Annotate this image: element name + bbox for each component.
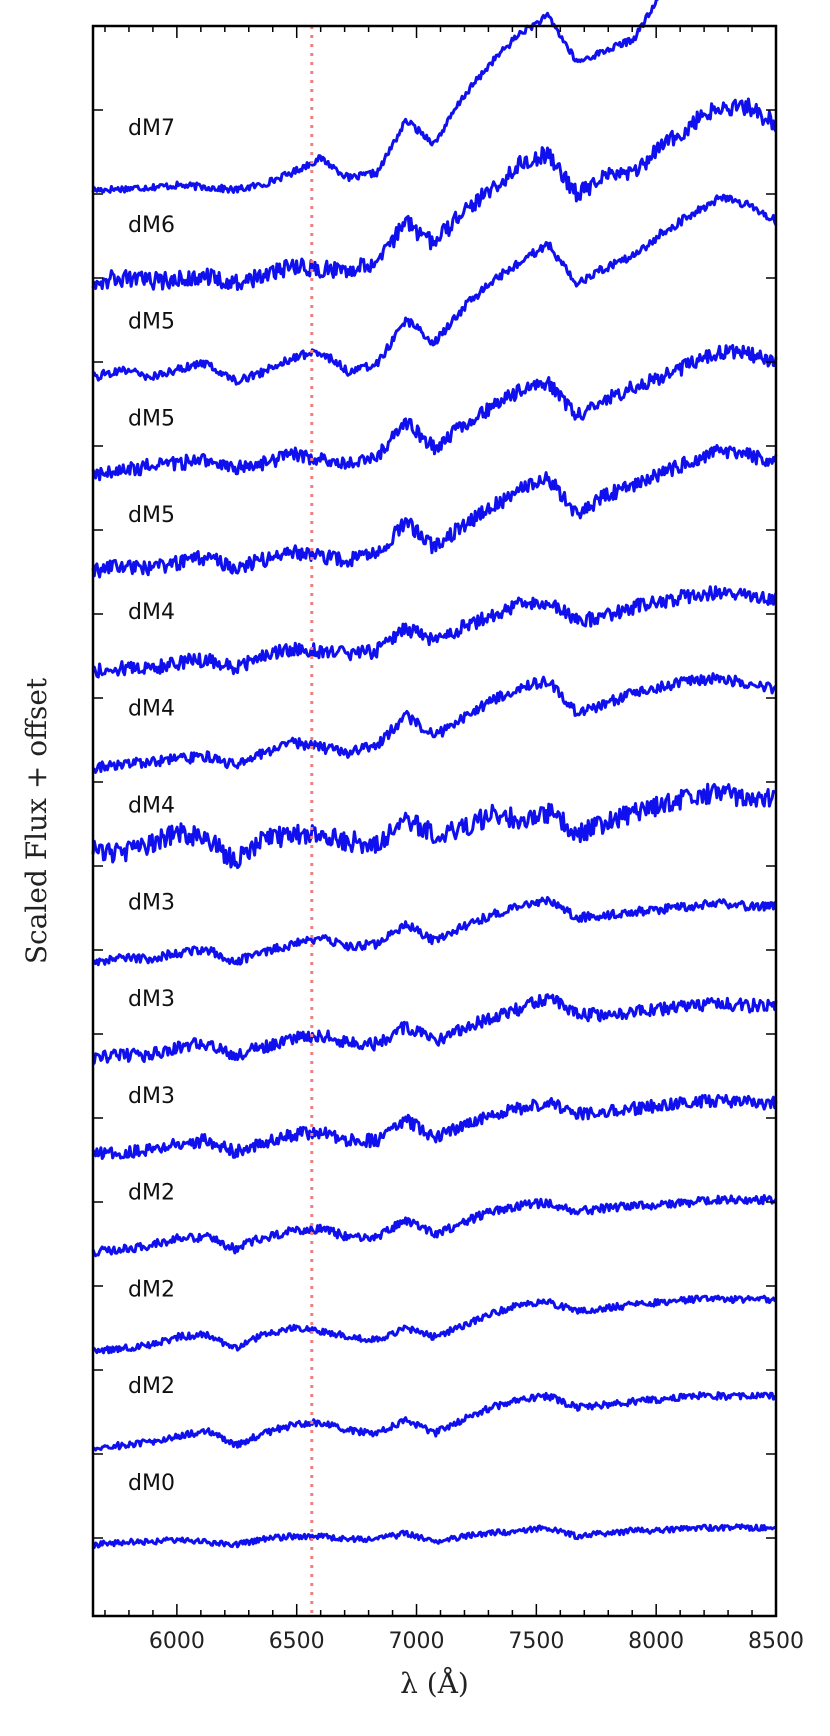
spectral-type-label: dM2 xyxy=(128,1277,175,1302)
spectral-type-label: dM0 xyxy=(128,1471,175,1496)
spectral-type-label: dM5 xyxy=(128,310,175,335)
spectral-type-label: dM4 xyxy=(128,600,175,625)
spectrum-dM6-1 xyxy=(91,97,778,291)
spectrum-dM5-2 xyxy=(92,193,778,386)
x-tick-label: 6500 xyxy=(269,1629,325,1654)
spectra-curves xyxy=(91,0,778,1549)
spectrum-dM2-12 xyxy=(91,1294,778,1355)
axis-ticks xyxy=(93,26,777,1616)
spectrum-dM2-13 xyxy=(92,1391,777,1452)
x-tick-labels: 6000 6500 7000 7500 8000 8500 xyxy=(149,1629,804,1654)
spectrum-dM5-3 xyxy=(91,344,778,482)
y-axis-label: Scaled Flux + offset xyxy=(20,677,53,964)
x-axis-label: λ (Å) xyxy=(400,1667,469,1700)
spectral-type-label: dM4 xyxy=(128,697,175,722)
x-tick-label: 8000 xyxy=(628,1629,684,1654)
spectral-type-label: dM2 xyxy=(128,1181,175,1206)
spectral-type-label: dM5 xyxy=(128,503,175,528)
x-tick-label: 8500 xyxy=(748,1629,804,1654)
spectrum-dM3-8 xyxy=(91,896,778,967)
spectrum-dM3-10 xyxy=(91,1093,778,1160)
x-tick-label: 7500 xyxy=(508,1629,564,1654)
spectrum-dM4-6 xyxy=(92,672,778,774)
spectrum-dM2-11 xyxy=(91,1194,778,1258)
spectral-type-label: dM5 xyxy=(128,406,175,431)
spectral-type-label: dM4 xyxy=(128,794,175,819)
spectral-type-label: dM7 xyxy=(128,116,175,141)
spectral-type-label: dM3 xyxy=(128,1084,175,1109)
plot-frame xyxy=(91,24,778,1618)
spectral-type-label: dM6 xyxy=(128,213,175,238)
spectral-type-labels: dM7 dM6 dM5 dM5 dM5 dM4 dM4 dM4 dM3 dM3 dM3 dM2 dM2 d… xyxy=(128,116,175,1496)
spectral-type-label: dM2 xyxy=(128,1374,175,1399)
spectrum-dM7-0 xyxy=(91,0,660,194)
spectral-type-label: dM3 xyxy=(128,890,175,915)
x-tick-label: 7000 xyxy=(389,1629,445,1654)
spectrum-dM4-5 xyxy=(91,585,778,679)
spectrum-dM4-7 xyxy=(91,782,777,870)
spectral-type-label: dM3 xyxy=(128,987,175,1012)
spectrum-dM5-4 xyxy=(91,444,778,579)
spectrum-dM3-9 xyxy=(91,993,778,1066)
spectrum-dM0-14 xyxy=(91,1523,777,1549)
x-tick-label: 6000 xyxy=(149,1629,205,1654)
